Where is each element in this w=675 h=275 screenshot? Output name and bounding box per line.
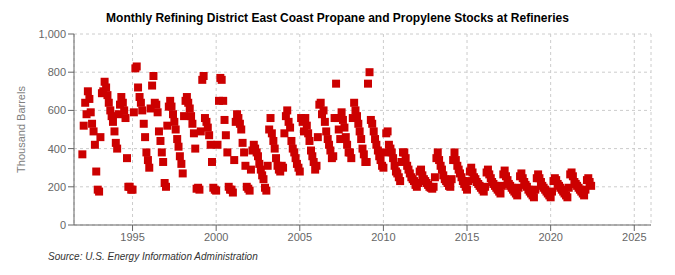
html-text:Source: U.S. Energy Informatio: Source: U.S. Energy Information Administ… bbox=[48, 251, 258, 262]
svg-text:2020: 2020 bbox=[538, 231, 562, 243]
svg-text:600: 600 bbox=[48, 104, 66, 116]
html-text:Monthly Refining District East: Monthly Refining District East Coast Pro… bbox=[106, 11, 569, 25]
svg-text:1,000: 1,000 bbox=[38, 28, 66, 40]
svg-text:800: 800 bbox=[48, 66, 66, 78]
svg-text:2010: 2010 bbox=[371, 231, 395, 243]
svg-text:2025: 2025 bbox=[622, 231, 646, 243]
svg-text:2000: 2000 bbox=[204, 231, 228, 243]
svg-text:400: 400 bbox=[48, 143, 66, 155]
svg-text:200: 200 bbox=[48, 181, 66, 193]
svg-text:2015: 2015 bbox=[455, 231, 479, 243]
svg-text:Thousand Barrels: Thousand Barrels bbox=[15, 86, 27, 173]
svg-text:0: 0 bbox=[60, 219, 66, 231]
svg-text:1995: 1995 bbox=[120, 231, 144, 243]
svg-text:2005: 2005 bbox=[288, 231, 312, 243]
